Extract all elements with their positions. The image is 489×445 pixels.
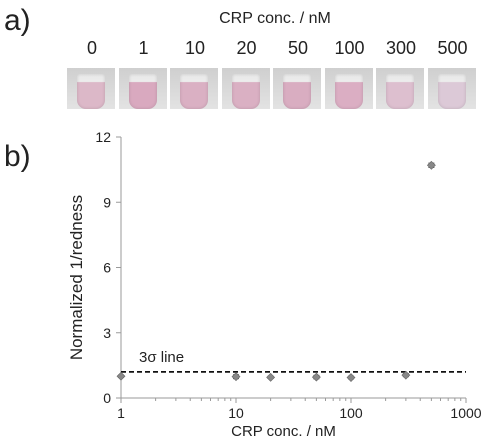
concentration-label: 50	[287, 38, 309, 58]
y-axis-label: Normalized 1/redness	[67, 195, 86, 360]
concentration-label: 1	[138, 38, 149, 58]
tube-liquid	[231, 74, 260, 109]
data-point	[346, 373, 356, 382]
concentration-label: 20	[236, 38, 257, 58]
concentration-label: 10	[184, 38, 206, 58]
tube-liquid	[437, 74, 466, 109]
panel-a-label: a)	[4, 4, 31, 37]
tube-liquid	[334, 74, 363, 109]
data-point	[116, 371, 126, 381]
y-tick-label: 3	[103, 325, 111, 341]
x-tick-label: 100	[339, 405, 363, 421]
data-point	[426, 160, 436, 170]
concentration-label: 0	[86, 38, 97, 58]
panel-b-label: b)	[4, 140, 31, 173]
tube-liquid	[128, 74, 157, 109]
y-tick-label: 9	[103, 194, 111, 210]
tube-image	[221, 68, 270, 109]
tube-image	[67, 68, 115, 109]
scatter-chart: 1 10 100 1000 0 3 6 9 12 CRP conc. / nM Normalized…	[67, 129, 482, 440]
tube-liquid	[77, 74, 105, 109]
data-point	[401, 370, 411, 380]
tube-image	[324, 68, 373, 109]
tube-image	[376, 68, 424, 109]
concentration-label: 300	[385, 38, 417, 58]
concentration-title: CRP conc. / nM	[219, 10, 331, 27]
tube-liquid	[386, 74, 414, 109]
x-tick-label: 10	[228, 405, 244, 421]
axes: 1 10 100 1000 0 3 6 9 12 CRP conc. / nM Normalized…	[67, 129, 482, 440]
y-tick-label: 12	[95, 129, 111, 145]
tube-image	[427, 68, 476, 109]
y-tick-label: 0	[103, 390, 111, 406]
x-axis-label: CRP conc. / nM	[231, 423, 336, 440]
data-point	[266, 372, 276, 382]
tube-image	[273, 68, 321, 109]
x-tick-label: 1	[117, 405, 125, 421]
threshold-label: 3σ line	[139, 349, 184, 366]
tube-image	[118, 68, 167, 109]
data-point	[231, 372, 241, 382]
data-point	[311, 372, 321, 382]
data-marks: 3σ line	[116, 160, 466, 382]
tube-liquid	[283, 74, 311, 109]
tube-image	[170, 68, 218, 109]
concentration-label: 100	[334, 38, 365, 58]
tube-liquid	[180, 74, 208, 109]
y-tick-label: 6	[103, 260, 111, 276]
concentration-label: 500	[437, 38, 468, 58]
x-tick-label: 1000	[450, 405, 481, 421]
